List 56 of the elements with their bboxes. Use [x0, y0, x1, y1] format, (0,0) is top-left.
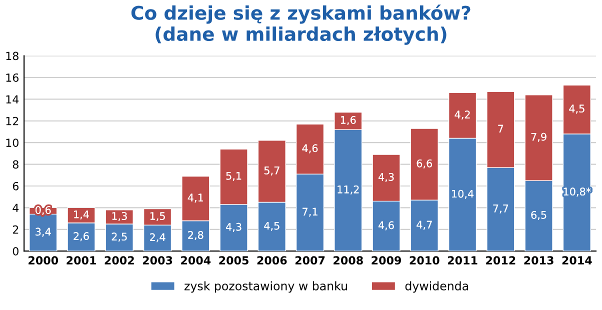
x-tick-label: 2011 — [448, 256, 478, 265]
x-tick-label: 2014 — [562, 256, 592, 265]
x-tick-label: 2007 — [295, 256, 325, 265]
data-label: 6,6 — [416, 159, 432, 168]
y-tick-label: 6 — [12, 182, 19, 190]
y-tick-label: 0 — [12, 247, 18, 256]
data-label: 4,6 — [378, 221, 394, 230]
y-tick-label: 10 — [6, 138, 18, 147]
data-label: 1,4 — [74, 210, 89, 220]
data-label: 2,8 — [188, 231, 204, 240]
data-label: 2,4 — [150, 233, 166, 242]
data-label: 6,5 — [531, 210, 546, 220]
data-label: 4,5 — [569, 104, 584, 114]
data-label: 5,7 — [264, 166, 280, 176]
data-label: 4,2 — [454, 110, 470, 120]
data-label: 3,4 — [36, 228, 51, 237]
data-label: 7 — [498, 124, 504, 132]
x-tick-label: 2003 — [142, 256, 172, 265]
y-tick-label: 8 — [12, 160, 18, 169]
y-tick-label: 16 — [6, 73, 19, 82]
data-label: 4,7 — [416, 220, 432, 230]
y-tick-label: 18 — [6, 52, 18, 60]
y-tick-label: 4 — [12, 204, 19, 212]
data-label: 1,5 — [150, 212, 165, 222]
x-tick-label: 2013 — [524, 256, 554, 265]
x-tick-label: 2009 — [372, 256, 402, 265]
x-tick-label: 2005 — [219, 256, 248, 265]
legend-label: zysk pozostawiony w banku — [184, 281, 347, 293]
data-label: 4,5 — [264, 222, 280, 231]
data-label: 5,1 — [226, 172, 242, 181]
data-label: 2,6 — [74, 232, 89, 242]
y-tick-label: 2 — [12, 225, 18, 234]
data-label: 7,9 — [531, 132, 546, 142]
x-tick-label: 2004 — [181, 256, 211, 265]
y-tick-label: 14 — [6, 95, 19, 104]
data-label: 1,6 — [341, 116, 356, 125]
x-tick-label: 2000 — [28, 256, 58, 265]
data-label: 1,3 — [112, 212, 127, 222]
x-tick-label: 2008 — [334, 256, 363, 265]
x-tick-label: 2002 — [104, 256, 134, 265]
data-label: 2,5 — [112, 232, 127, 242]
x-tick-label: 2006 — [257, 256, 287, 265]
data-label: 4,3 — [226, 222, 242, 232]
data-label: 7,1 — [302, 208, 318, 217]
x-tick-label: 2001 — [66, 256, 96, 265]
x-tick-label: 2012 — [486, 256, 516, 265]
data-label: 4,3 — [378, 173, 394, 182]
chart-title: Co dzieje się z zyskami banków? (dane w miliardach złotych) — [131, 4, 470, 45]
x-tick-label: 2010 — [410, 256, 440, 265]
data-label: 10,4 — [452, 190, 474, 199]
y-tick-label: 12 — [6, 116, 18, 126]
data-label: 11,2 — [338, 185, 359, 194]
data-label: 4,1 — [188, 194, 203, 203]
data-label: 7,7 — [493, 204, 508, 214]
legend-label: dywidenda — [405, 281, 468, 293]
data-label: 4,6 — [302, 144, 318, 154]
